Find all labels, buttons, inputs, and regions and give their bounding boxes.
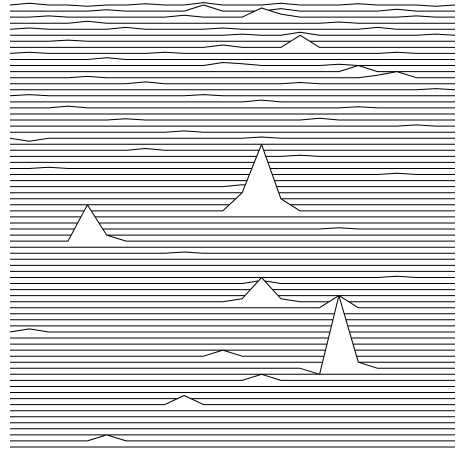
ridge-line: [10, 395, 455, 406]
ridge-line: [9, 51, 455, 54]
ridge-line: [10, 204, 455, 242]
ridge-line: [10, 295, 455, 309]
ridge-line: [10, 251, 455, 254]
ridge-line: [10, 295, 455, 375]
ridge-line: [10, 143, 455, 212]
ridge-line: [9, 26, 455, 30]
ridge-line: [10, 277, 455, 303]
ridge-line: [10, 154, 455, 157]
ridge-line: [10, 172, 455, 175]
ridge-line: [10, 130, 455, 133]
ridge-line: [10, 373, 455, 381]
ridge-line: [9, 2, 456, 7]
ridge-line: [10, 105, 455, 109]
ridge-line: [10, 148, 455, 151]
ridge-line: [10, 275, 455, 278]
ridge-line: [10, 349, 455, 357]
ridge-line: [10, 434, 455, 442]
ridge-line: [10, 34, 455, 48]
ridge-line: [10, 57, 455, 60]
ridge-line: [10, 99, 455, 103]
ridge-line: [10, 65, 455, 73]
ridge-line: [10, 88, 456, 91]
ridge-line: [10, 4, 455, 12]
ridge-line: [9, 328, 455, 333]
ridge-line: [9, 94, 455, 97]
ridge-line: [10, 71, 455, 79]
ridge-line: [10, 20, 455, 24]
ridge-line: [10, 31, 456, 36]
ridge-line: [10, 166, 455, 169]
ridge-line: [10, 280, 455, 284]
ridge-line: [10, 39, 455, 42]
ridge-line: [10, 184, 455, 188]
ridge-line: [10, 81, 455, 85]
ridge-line: [10, 7, 455, 18]
ridge-line: [9, 136, 455, 142]
ridge-line: [10, 124, 455, 127]
ridge-line: [10, 62, 455, 66]
ridge-line: [10, 117, 455, 121]
